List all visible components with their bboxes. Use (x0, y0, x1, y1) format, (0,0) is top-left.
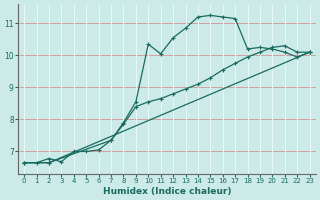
X-axis label: Humidex (Indice chaleur): Humidex (Indice chaleur) (103, 187, 231, 196)
